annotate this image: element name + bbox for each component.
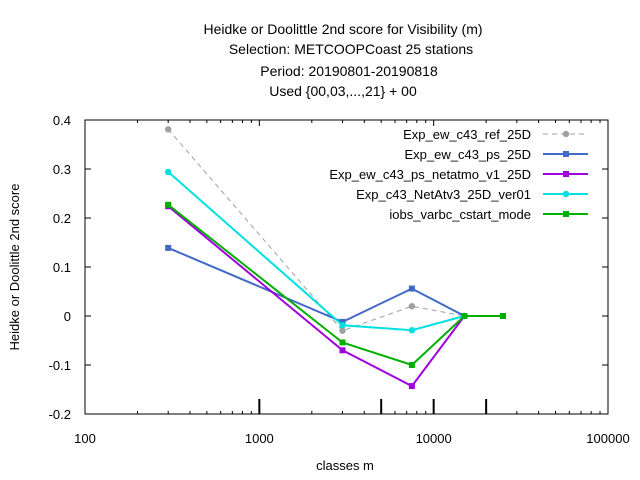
y-tick-label: 0.1 — [53, 260, 71, 275]
data-series — [164, 126, 507, 390]
x-tick-label: 100 — [74, 431, 96, 446]
chart-title-line-4: Used {00,03,...,21} + 00 — [269, 83, 417, 99]
series-point — [461, 313, 468, 319]
x-axis-label: classes m — [316, 458, 374, 473]
series-line — [167, 246, 465, 323]
chart-title-line-3: Period: 20190801-20190818 — [260, 63, 438, 79]
class-boundary-markers — [258, 399, 488, 414]
legend: Exp_ew_c43_ref_25D Exp_ew_c43_ps_25D Exp_e… — [329, 127, 588, 222]
series-point — [339, 322, 346, 329]
y-tick-label: 0.4 — [53, 113, 71, 128]
axis-ticks: -0.2 -0.1 0 0.1 0.2 0.3 0.4 100 1000 10000 100000 — [49, 113, 630, 446]
chart-title-line-1: Heidke or Doolittle 2nd score for Visibi… — [203, 21, 482, 37]
legend-entry: iobs_varbc_cstart_mode — [389, 207, 588, 222]
series-point — [339, 318, 346, 325]
legend-entry: Exp_c43_NetAtv3_25D_ver01 — [356, 187, 588, 202]
chart-title: Heidke or Doolittle 2nd score for Visibi… — [203, 21, 482, 99]
legend-marker — [563, 211, 569, 217]
legend-label: Exp_ew_c43_ps_netatmo_v1_25D — [329, 167, 531, 182]
y-tick-label: -0.1 — [49, 358, 71, 373]
series — [165, 201, 507, 368]
series-point — [165, 244, 172, 251]
legend-entry: Exp_ew_c43_ps_25D — [405, 147, 588, 162]
series-point — [408, 285, 415, 292]
y-axis-label: Heidke or Doolittle 2nd score — [7, 184, 22, 351]
legend-entry: Exp_ew_c43_ref_25D — [403, 127, 588, 142]
series-point — [339, 327, 346, 334]
legend-marker — [563, 171, 569, 177]
legend-marker — [563, 151, 569, 157]
series-point — [500, 313, 507, 319]
series-line — [167, 171, 465, 332]
legend-marker — [562, 130, 570, 138]
y-tick-label: 0.3 — [53, 162, 71, 177]
series-point — [339, 339, 346, 346]
legend-marker — [562, 190, 570, 198]
y-tick-label: 0.2 — [53, 211, 71, 226]
series-point — [165, 201, 172, 208]
legend-label: Exp_c43_NetAtv3_25D_ver01 — [356, 187, 531, 202]
series-point — [164, 126, 172, 133]
series-point — [408, 383, 415, 390]
legend-label: iobs_varbc_cstart_mode — [389, 207, 531, 222]
chart-title-line-2: Selection: METCOOPCoast 25 stations — [229, 41, 473, 57]
legend-entry: Exp_ew_c43_ps_netatmo_v1_25D — [329, 167, 588, 182]
x-tick-label: 10000 — [416, 431, 452, 446]
y-tick-label: -0.2 — [49, 407, 71, 422]
y-tick-label: 0 — [64, 309, 71, 324]
series-point — [408, 303, 416, 310]
series-point — [408, 327, 416, 334]
series-point — [408, 362, 415, 368]
legend-label: Exp_ew_c43_ref_25D — [403, 127, 531, 142]
legend-label: Exp_ew_c43_ps_25D — [405, 147, 531, 162]
x-tick-label: 1000 — [245, 431, 274, 446]
series-line — [167, 205, 466, 388]
series-point — [164, 168, 172, 176]
x-tick-label: 100000 — [586, 431, 629, 446]
series-point — [339, 347, 346, 354]
